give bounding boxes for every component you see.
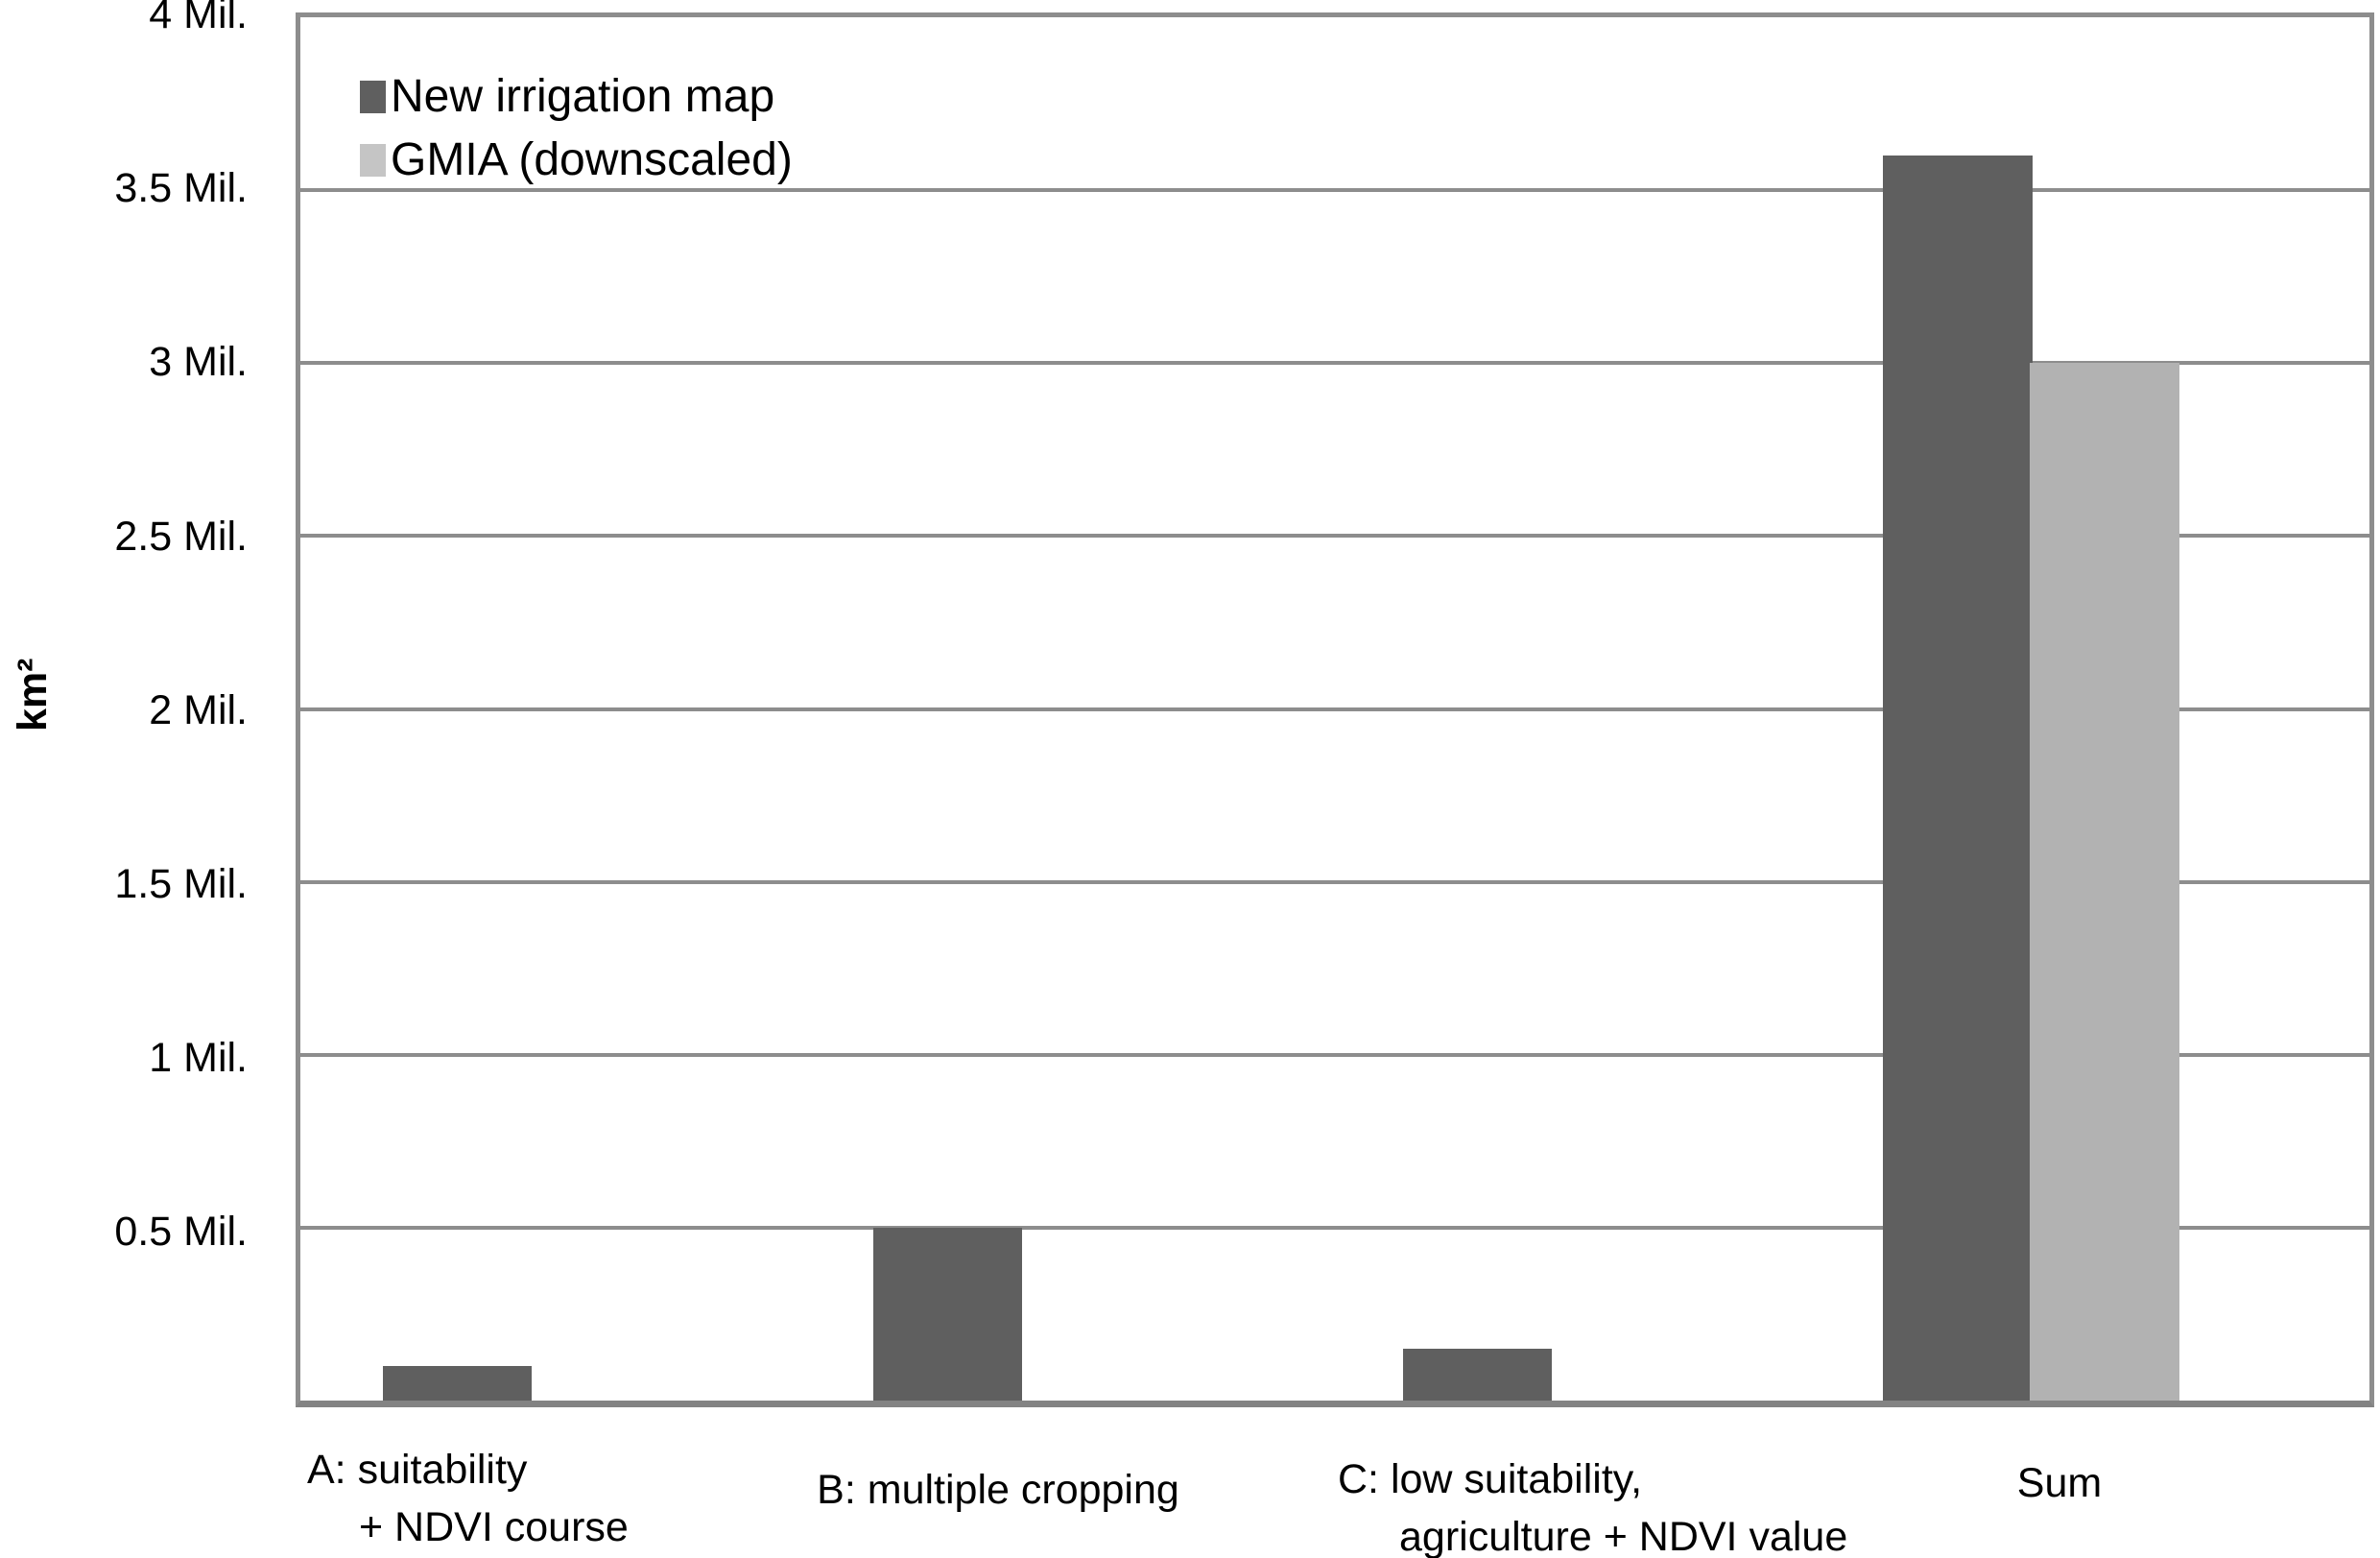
legend-swatch-gmia-downscaled — [360, 144, 386, 177]
legend-label: New irrigation map — [391, 71, 775, 122]
y-tick-label: 0.5 Mil. — [114, 1209, 248, 1256]
gridline — [300, 188, 2369, 193]
x-label-line: B: multiple cropping — [817, 1467, 1179, 1513]
gridline — [300, 534, 2369, 539]
y-tick-label: 1 Mil. — [149, 1035, 248, 1082]
x-label-line: + NDVI course — [359, 1504, 629, 1550]
gridline — [300, 879, 2369, 884]
x-label-category-b: B: multiple cropping — [817, 1461, 1179, 1519]
x-label-category-a: A: suitability + NDVI course — [307, 1441, 629, 1556]
legend-item: New irrigation map — [360, 65, 793, 129]
legend-item: GMIA (downscaled) — [360, 129, 793, 192]
y-tick-label: 3 Mil. — [149, 339, 248, 386]
bar-series2-cat4 — [2030, 363, 2179, 1401]
legend: New irrigation map GMIA (downscaled) — [360, 65, 793, 192]
x-label-line: C: low suitability, — [1338, 1456, 1643, 1502]
gridline — [300, 1052, 2369, 1057]
x-label-category-sum: Sum — [2017, 1454, 2102, 1512]
x-label-line: agriculture + NDVI value — [1399, 1514, 1848, 1558]
y-axis-labels: 4 Mil. 3.5 Mil. 3 Mil. 2.5 Mil. 2 Mil. 1.5 Mi… — [0, 0, 248, 1558]
y-tick-label: 4 Mil. — [149, 0, 248, 37]
bar-series1-cat1 — [383, 1365, 533, 1401]
x-label-category-c: C: low suitability, agriculture + NDVI v… — [1338, 1450, 1847, 1558]
y-tick-label: 2 Mil. — [149, 686, 248, 733]
x-label-line: Sum — [2016, 1460, 2103, 1506]
plot-area: New irrigation map GMIA (downscaled) — [296, 12, 2374, 1407]
bar-series1-cat4 — [1883, 156, 2033, 1401]
x-label-line: A: suitability — [307, 1447, 528, 1493]
plot-inner: New irrigation map GMIA (downscaled) — [300, 17, 2369, 1401]
y-tick-label: 1.5 Mil. — [114, 861, 248, 907]
legend-label: GMIA (downscaled) — [391, 134, 793, 185]
y-tick-label: 2.5 Mil. — [114, 513, 248, 560]
bar-series1-cat3 — [1403, 1348, 1553, 1401]
y-tick-label: 3.5 Mil. — [114, 165, 248, 212]
gridline — [300, 707, 2369, 711]
gridline — [300, 361, 2369, 366]
bar-series1-cat2 — [873, 1227, 1023, 1401]
gridline — [300, 1225, 2369, 1230]
legend-swatch-new-irrigation-map — [360, 81, 386, 113]
